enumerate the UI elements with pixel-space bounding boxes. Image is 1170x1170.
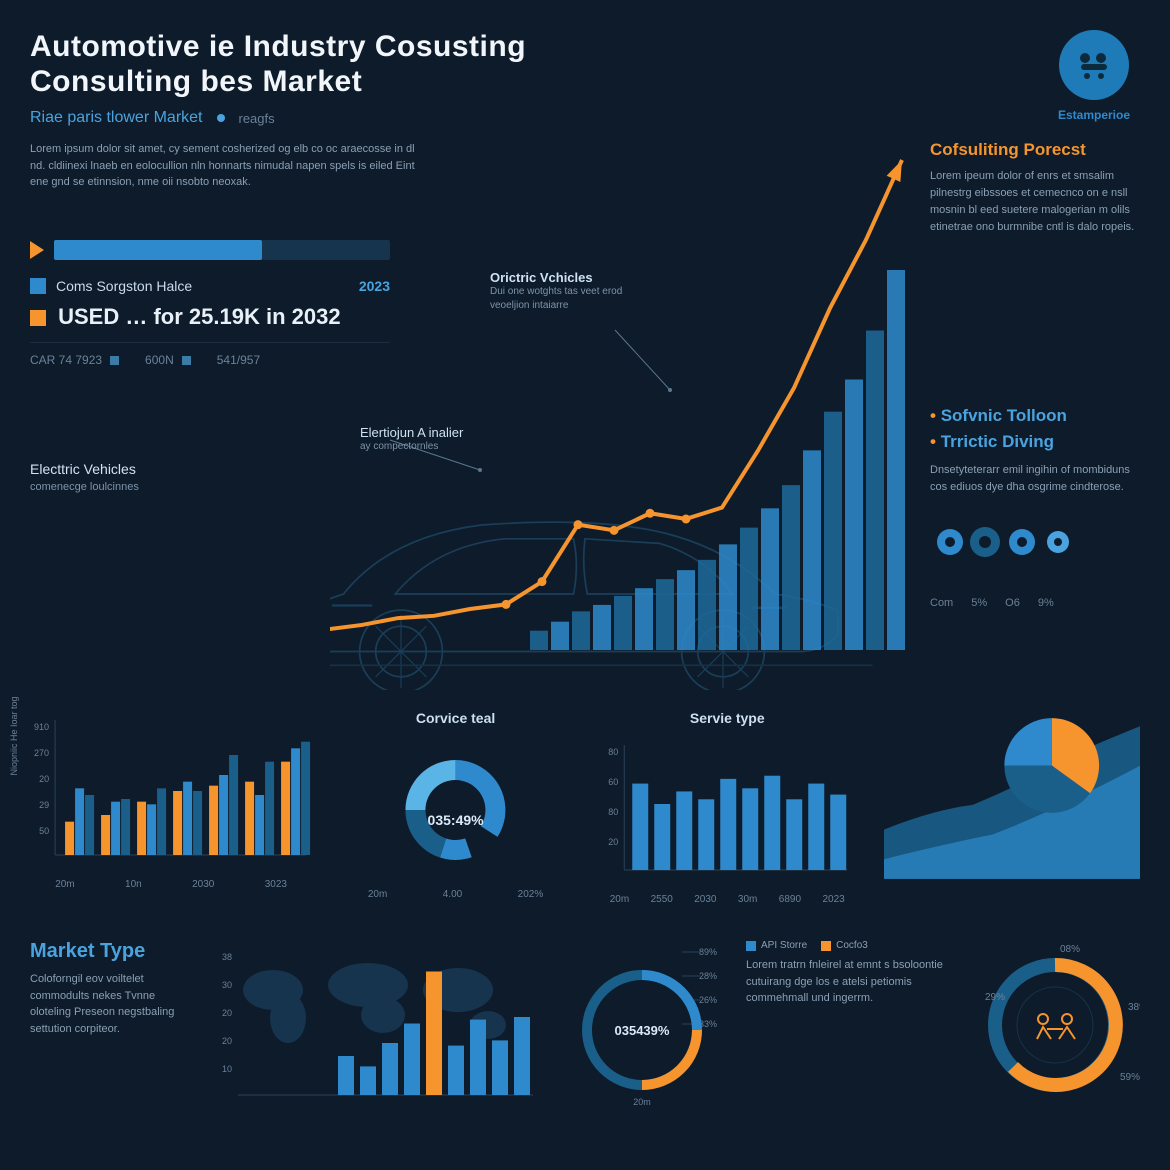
brand-label: Estamperioe [1058,108,1130,122]
charts-row: Niopniic He Ioar tog 910270202950 20m 10… [30,710,1140,910]
brand-icon [1059,30,1129,100]
grouped-bar-chart: Niopniic He Ioar tog 910270202950 20m 10… [30,710,312,910]
stat-2: 541/957 [217,353,260,367]
brand-badge: Estamperioe [1058,30,1130,122]
bullet-2: Trrictic Diving [930,432,1140,452]
legend-label-1: Coms Sorgston Halce [56,278,349,294]
bottom-row: Market Type Coloforngil eov voiltelet co… [30,940,1140,1140]
bar1-ylabel: Niopniic He Ioar tog [9,696,19,775]
svg-text:80: 80 [608,747,618,757]
dot-divider [217,114,225,122]
callout-1-title: Orictric Vchicles [490,270,593,285]
legend-text-block: API Storre Cocfo3 Lorem tratrn fnleirel … [746,940,946,1140]
gauge-chart: 89%28%26%33%035439%20m [562,940,722,1140]
svg-text:035439%: 035439% [615,1023,670,1038]
donut-chart: Corvice teal 035:49% 20m 4.00 202% [340,710,571,910]
svg-text:28%: 28% [699,971,717,981]
mini-stats: Com 5% O6 9% [930,597,1140,609]
svg-text:29: 29 [39,800,49,810]
world-bar-chart: 38 30 20 20 10 [218,940,538,1140]
svg-text:59%: 59% [1120,1072,1140,1083]
bottom-legend-text: Lorem tratrn fnleirel at emnt s bsoloont… [746,957,946,1007]
stat-1: 600N [145,353,174,367]
svg-text:38: 38 [222,952,232,962]
hero-chart: Orictric Vchicles Dui one wotghts tas ve… [330,130,910,690]
bar1-xlabels: 20m 10n 2030 3023 [30,879,312,890]
headline-text: USED … for 25.19K in 2032 [58,304,340,329]
bottom-legend: API Storre Cocfo3 [746,940,946,951]
bar2-title: Servie type [599,710,856,726]
mini-icons [930,512,1110,572]
ev-callout-title: Electtric Vehicles [30,461,136,477]
callout-2-sub: ay compectornles [360,440,463,454]
bar-chart-2: Servie type 80 60 80 20 20m 2550 2030 30m 6… [599,710,856,910]
ev-callout: Electtric Vehicles comenecge loulcinnes [30,460,139,495]
svg-text:38%: 38% [1128,1002,1140,1013]
svg-text:20: 20 [608,837,618,847]
svg-text:270: 270 [34,748,49,758]
callout-2-title: Elertiojun A inalier [360,425,463,440]
svg-text:80: 80 [608,807,618,817]
market-type-text: Coloforngil eov voiltelet commodults nek… [30,971,194,1037]
bar2-xlabels: 20m 2550 2030 30m 6890 2023 [599,894,856,905]
svg-text:20: 20 [222,1008,232,1018]
bullets-desc: Dnsetyteterarr emil ingihin of mombiduns… [930,462,1140,496]
ev-callout-sub: comenecge loulcinnes [30,480,139,495]
svg-text:20: 20 [222,1036,232,1046]
donut-xlabels: 20m 4.00 202% [340,889,571,900]
svg-text:30: 30 [222,980,232,990]
subtitle-secondary: reagfs [239,111,275,126]
svg-text:50: 50 [39,826,49,836]
subtitle: Riae paris tlower Market [30,109,203,127]
market-type-block: Market Type Coloforngil eov voiltelet co… [30,940,194,1140]
market-type-title: Market Type [30,940,194,963]
pie-area-chart [884,710,1141,910]
svg-text:29%: 29% [985,992,1005,1003]
forecast-text: Lorem ipeum dolor of enrs et smsalim pil… [930,168,1140,236]
svg-text:60: 60 [608,777,618,787]
callout-2: Elertiojun A inalier ay compectornles [360,425,463,454]
legend-swatch-blue [30,278,46,294]
svg-text:910: 910 [34,722,49,732]
donut-title: Corvice teal [340,710,571,726]
page-title: Automotive ie Industry Cosusting Consult… [30,30,550,99]
stat-0: CAR 74 7923 [30,353,102,367]
play-icon[interactable] [30,241,44,259]
donut-center-label: 035:49% [428,812,484,828]
legend-swatch-orange [30,310,46,326]
callout-1: Orictric Vchicles Dui one wotghts tas ve… [490,270,660,312]
progress-fill [54,240,262,260]
bullet-1: Sofvnic Tolloon [930,406,1140,426]
svg-text:20m: 20m [633,1097,651,1107]
svg-text:89%: 89% [699,947,717,957]
svg-text:08%: 08% [1060,944,1080,955]
svg-text:20: 20 [39,774,49,784]
svg-text:10: 10 [222,1064,232,1074]
svg-text:26%: 26% [699,995,717,1005]
right-panel: Cofsuliting Porecst Lorem ipeum dolor of… [930,140,1140,609]
callout-1-sub: Dui one wotghts tas veet erod veoeljion … [490,285,660,312]
forecast-title: Cofsuliting Porecst [930,140,1140,160]
radial-chart: 08% 38% 59% 29% [970,940,1140,1140]
